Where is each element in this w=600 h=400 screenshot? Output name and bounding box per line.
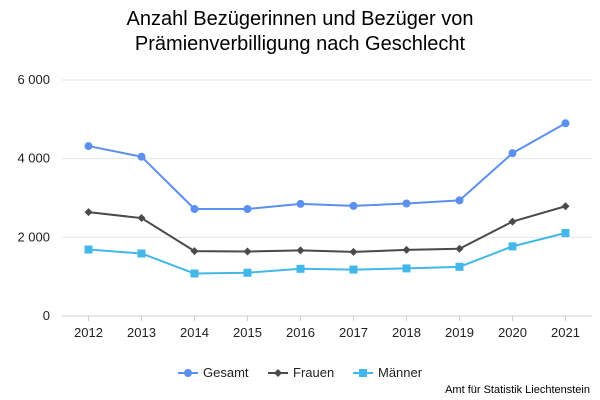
data-point <box>561 119 570 128</box>
x-tick-label: 2018 <box>392 325 421 340</box>
y-axis-ticks: 0 2 000 4 000 6 000 <box>17 72 50 323</box>
legend-marker <box>184 369 192 377</box>
chart-title: Anzahl Bezügerinnen und Bezüger von Präm… <box>0 7 600 57</box>
x-tick-label: 2019 <box>445 325 474 340</box>
data-point <box>402 264 411 273</box>
data-point <box>455 244 464 253</box>
series-markers <box>84 119 570 278</box>
legend-marker <box>359 369 367 377</box>
y-tick-label: 6 000 <box>17 72 50 87</box>
x-axis-ticks: 2012 2013 2014 2015 2016 2017 2018 2019 2020 2021 <box>74 316 580 340</box>
x-tick-label: 2021 <box>551 325 580 340</box>
data-point <box>137 152 146 161</box>
data-point <box>137 214 146 223</box>
legend-label: Gesamt <box>203 365 249 380</box>
legend-label: Männer <box>378 365 423 380</box>
series-lines <box>88 122 566 275</box>
source-note: Amt für Statistik Liechtenstein <box>445 384 590 396</box>
data-point <box>190 205 199 214</box>
data-point <box>508 217 517 226</box>
y-tick-label: 2 000 <box>17 229 50 244</box>
series-line-gesamt <box>88 122 566 211</box>
data-point <box>190 247 199 256</box>
data-point <box>296 264 305 273</box>
data-point <box>243 268 252 277</box>
data-point <box>402 245 411 254</box>
data-point <box>508 242 517 251</box>
legend-marker <box>274 369 282 377</box>
data-point <box>296 199 305 208</box>
x-tick-label: 2012 <box>74 325 103 340</box>
data-point <box>84 142 93 151</box>
data-point <box>84 245 93 254</box>
gridlines <box>62 79 592 317</box>
data-point <box>349 247 358 256</box>
data-point <box>349 201 358 210</box>
data-point <box>243 205 252 214</box>
data-point <box>455 262 464 271</box>
chart-title-line-2: Prämienverbilligung nach Geschlecht <box>134 33 466 55</box>
x-tick-label: 2014 <box>180 325 209 340</box>
series-line-mnner <box>88 232 566 275</box>
x-tick-label: 2017 <box>339 325 368 340</box>
data-point <box>190 269 199 278</box>
data-point <box>455 196 464 205</box>
data-point <box>349 265 358 274</box>
x-tick-label: 2015 <box>233 325 262 340</box>
legend: Gesamt Frauen Männer <box>178 365 423 380</box>
data-point <box>561 229 570 238</box>
legend-label: Frauen <box>293 365 334 380</box>
x-tick-label: 2013 <box>127 325 156 340</box>
data-point <box>137 249 146 258</box>
data-point <box>84 208 93 217</box>
y-tick-label: 0 <box>43 308 50 323</box>
series-line-frauen <box>88 205 566 253</box>
data-point <box>296 246 305 255</box>
data-point <box>561 202 570 211</box>
y-tick-label: 4 000 <box>17 151 50 166</box>
x-tick-label: 2016 <box>286 325 315 340</box>
data-point <box>243 247 252 256</box>
data-point <box>508 149 517 158</box>
data-point <box>402 199 411 208</box>
chart-title-line-1: Anzahl Bezügerinnen und Bezüger von <box>126 8 474 30</box>
x-tick-label: 2020 <box>498 325 527 340</box>
